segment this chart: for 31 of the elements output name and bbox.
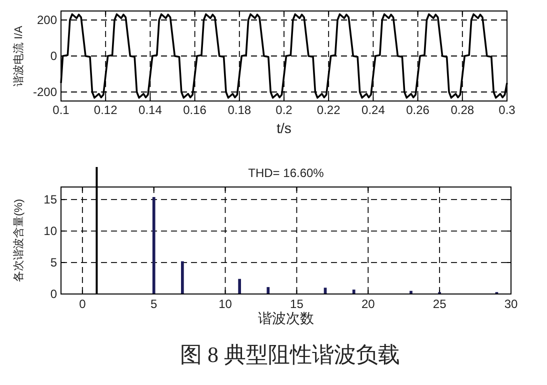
x-tick-label: 0.16 (183, 103, 207, 117)
x-tick-label: 0.26 (406, 103, 430, 117)
x-tick-label: 0.18 (228, 103, 252, 117)
y-tick-label: 5 (50, 256, 58, 270)
x-tick-label: 0.2 (276, 103, 293, 117)
x-tick-label: 25 (432, 297, 447, 311)
x-tick-label: 0.28 (450, 103, 474, 117)
y-tick-label: 0 (50, 287, 58, 301)
x-tick-label: 20 (361, 297, 376, 311)
x-tick-label: 0 (79, 297, 86, 311)
y-tick-label: 0 (50, 49, 58, 63)
x-tick-label: 30 (504, 297, 518, 311)
x-tick-label: 0.3 (498, 103, 516, 117)
x-tick-label: 0.1 (52, 103, 70, 117)
x-axis-title: 谐波次数 (258, 310, 314, 326)
y-tick-label: 10 (44, 224, 58, 238)
x-tick-label: 10 (218, 297, 232, 311)
x-tick-label: 0.24 (362, 103, 386, 117)
x-tick-label: 0.14 (138, 103, 162, 117)
caption: 图 8 典型阻性谐波负载 (180, 342, 400, 367)
y-axis-title: 谐波电流 I/A (12, 25, 25, 86)
y-tick-label: 15 (44, 192, 58, 207)
y-axis-title: 各次谐波含量(%) (12, 198, 25, 282)
y-tick-label: 200 (36, 13, 58, 27)
x-axis-title: t/s (276, 120, 292, 136)
x-tick-label: 5 (150, 297, 158, 311)
x-tick-label: 15 (290, 297, 304, 311)
x-tick-label: 0.12 (94, 103, 118, 117)
x-tick-label: 0.22 (316, 103, 341, 117)
chart-title: THD= 16.60% (248, 166, 324, 180)
y-tick-label: -200 (32, 85, 58, 99)
